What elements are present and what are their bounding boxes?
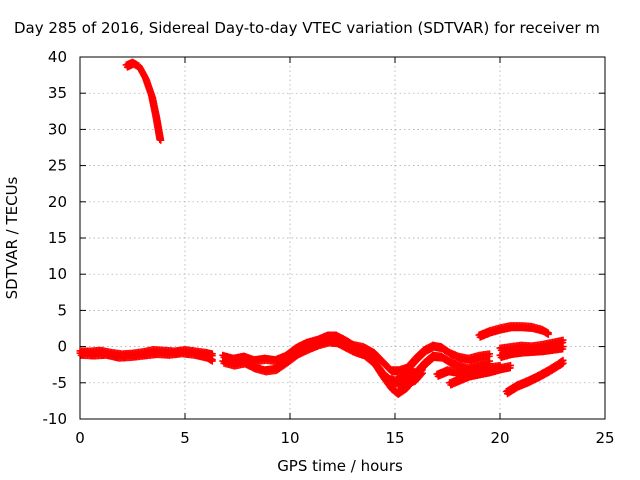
- y-tick-label: 25: [48, 157, 67, 175]
- y-tick-label: 5: [57, 301, 67, 319]
- data-point: [544, 329, 552, 337]
- data-point: [559, 356, 567, 364]
- y-tick-label: 20: [48, 193, 67, 211]
- data-point: [559, 343, 567, 351]
- x-tick-label: 20: [490, 429, 509, 447]
- x-tick-label: 0: [75, 429, 85, 447]
- data-point: [408, 361, 416, 369]
- y-tick-label: 40: [48, 48, 67, 66]
- x-tick-label: 10: [280, 429, 299, 447]
- y-tick-label: 10: [48, 265, 67, 283]
- tick-labels: 0 5 10 15 20 25 -10 -5 0 5 10 15 20 25 30 35 40: [43, 48, 615, 447]
- data-point: [507, 361, 514, 369]
- y-tick-label: -5: [52, 374, 67, 392]
- x-tick-label: 5: [180, 429, 190, 447]
- data-point: [156, 136, 164, 144]
- y-tick-label: 15: [48, 229, 67, 247]
- y-tick-label: -10: [43, 410, 68, 428]
- y-tick-label: 35: [48, 84, 67, 102]
- chart-title: Day 285 of 2016, Sidereal Day-to-day VTE…: [14, 19, 600, 37]
- data-point: [486, 350, 493, 358]
- data-point: [208, 356, 216, 364]
- y-axis-label: SDTVAR / TECUs: [3, 176, 21, 299]
- data-point: [418, 366, 426, 374]
- axis-ticks: [79, 56, 606, 420]
- x-tick-label: 25: [595, 429, 614, 447]
- data-point: [559, 336, 567, 344]
- y-tick-label: 0: [57, 338, 67, 356]
- x-axis-label: GPS time / hours: [277, 457, 403, 475]
- data-points: [76, 58, 567, 398]
- y-tick-label: 30: [48, 120, 67, 138]
- x-tick-label: 15: [385, 429, 404, 447]
